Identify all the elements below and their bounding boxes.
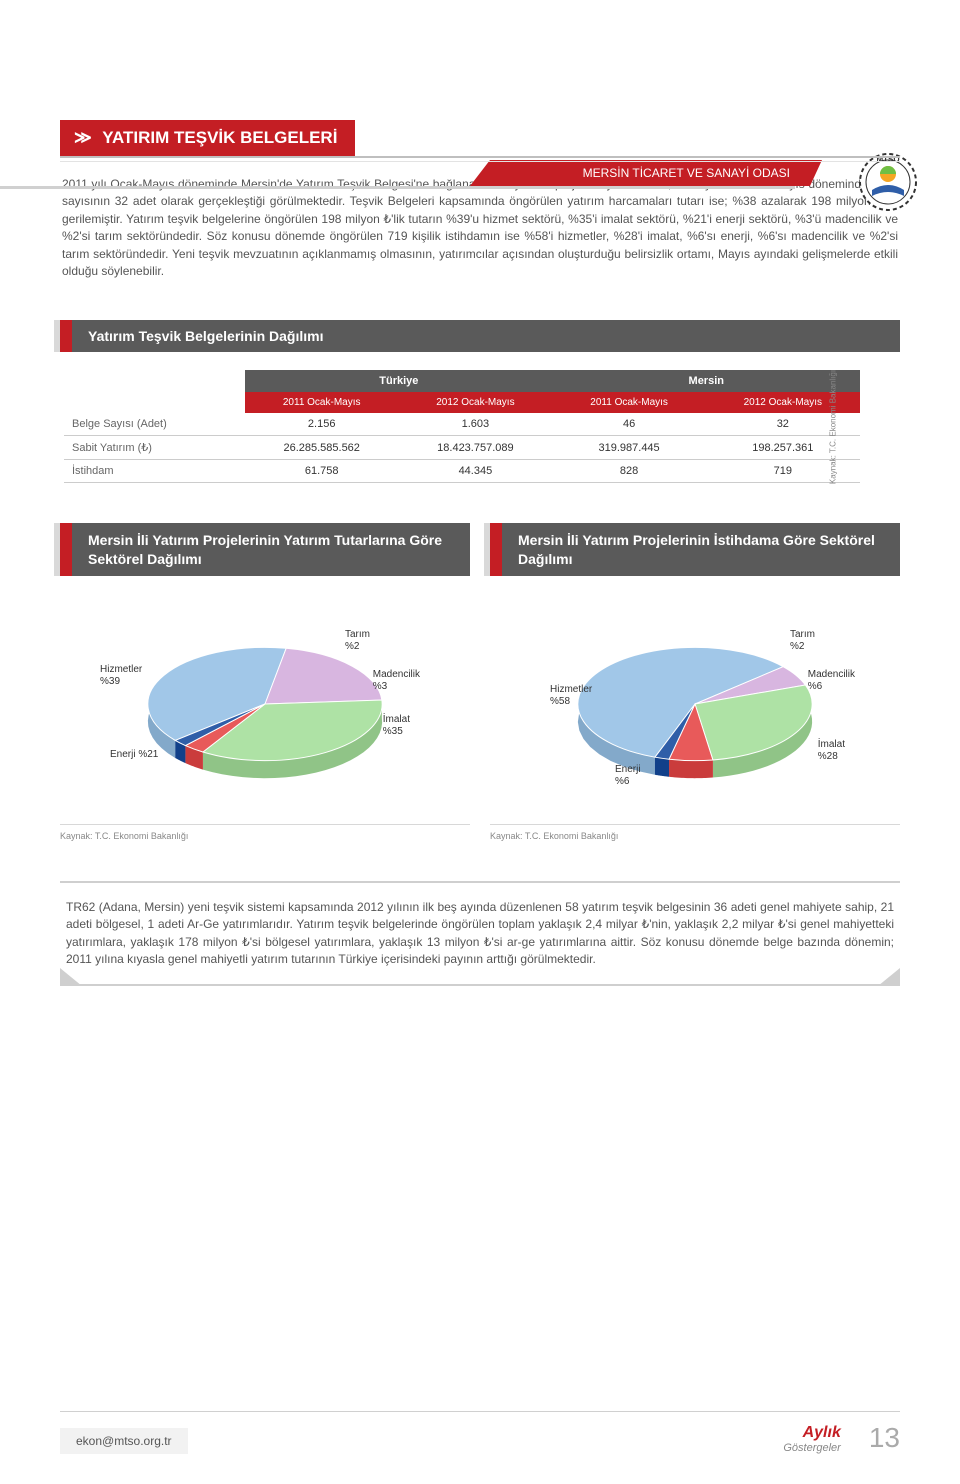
- group-header: Mersin: [553, 370, 860, 392]
- pie-label: İmalat%28: [818, 739, 845, 763]
- pie-label: Tarım%2: [790, 629, 815, 653]
- pie-label: Madencilik%3: [373, 669, 420, 693]
- pie-label: İmalat%35: [383, 714, 410, 738]
- pie-label: Hizmetler%58: [550, 684, 592, 708]
- pie-label: Hizmetler%39: [100, 664, 142, 688]
- footer-email: ekon@mtso.org.tr: [60, 1428, 188, 1454]
- header-divider: [0, 186, 795, 189]
- period-header: 2012 Ocak-Mayıs: [398, 392, 552, 413]
- table-row: Sabit Yatırım (₺) 26.285.585.562 18.423.…: [64, 436, 860, 460]
- period-header: 2011 Ocak-Mayıs: [245, 392, 398, 413]
- group-header: Türkiye: [245, 370, 552, 392]
- pie1-chart: Hizmetler%39 Enerji %21 İmalat%35 Madenc…: [60, 594, 470, 814]
- section-title-bar: ≫ YATIRIM TEŞVİK BELGELERİ: [60, 120, 900, 162]
- pie1-title-bar: Mersin İli Yatırım Projelerinin Yatırım …: [60, 523, 470, 575]
- pie1-source: Kaynak: T.C. Ekonomi Bakanlığı: [60, 824, 470, 841]
- distribution-table-wrap: Türkiye Mersin 2011 Ocak-Mayıs 2012 Ocak…: [60, 370, 900, 483]
- chevron-icon: ≫: [74, 128, 90, 147]
- footer-sub: Göstergeler: [783, 1442, 840, 1454]
- period-header: 2011 Ocak-Mayıs: [553, 392, 706, 413]
- pie2-chart: Hizmetler%58 Enerji%6 İmalat%28 Madencil…: [490, 594, 900, 814]
- table-title-bar: Yatırım Teşvik Belgelerinin Dağılımı: [60, 320, 900, 352]
- bottom-box: TR62 (Adana, Mersin) yeni teşvik sistemi…: [60, 881, 900, 987]
- page-footer: ekon@mtso.org.tr Aylık Göstergeler 13: [60, 1411, 900, 1454]
- pie2-panel: Mersin İli Yatırım Projelerinin İstihdam…: [490, 523, 900, 840]
- bottom-text: TR62 (Adana, Mersin) yeni teşvik sistemi…: [66, 899, 894, 969]
- page-header: MERSİN TİCARET VE SANAYİ ODASI: [0, 160, 920, 200]
- table-row: Belge Sayısı (Adet) 2.156 1.603 46 32: [64, 413, 860, 436]
- distribution-table: Türkiye Mersin 2011 Ocak-Mayıs 2012 Ocak…: [64, 370, 860, 483]
- pie-label: Madencilik%6: [808, 669, 855, 693]
- pie2-title-bar: Mersin İli Yatırım Projelerinin İstihdam…: [490, 523, 900, 575]
- table-source: Kaynak: T.C. Ekonomi Bakanlığı: [828, 370, 837, 484]
- page-number: 13: [869, 1422, 900, 1454]
- pie2-title: Mersin İli Yatırım Projelerinin İstihdam…: [496, 523, 900, 575]
- table-title: Yatırım Teşvik Belgelerinin Dağılımı: [66, 320, 900, 352]
- pie-label: Tarım%2: [345, 629, 370, 653]
- pie1-title: Mersin İli Yatırım Projelerinin Yatırım …: [66, 523, 470, 575]
- pie-label: Enerji %21: [110, 749, 158, 761]
- pie-row: Mersin İli Yatırım Projelerinin Yatırım …: [60, 523, 900, 840]
- pie1-panel: Mersin İli Yatırım Projelerinin Yatırım …: [60, 523, 470, 840]
- pie-label: Enerji%6: [615, 764, 641, 788]
- section-title: YATIRIM TEŞVİK BELGELERİ: [102, 128, 337, 147]
- pie2-source: Kaynak: T.C. Ekonomi Bakanlığı: [490, 824, 900, 841]
- org-name: MERSİN TİCARET VE SANAYİ ODASI: [490, 160, 810, 186]
- footer-brand: Aylık: [783, 1424, 840, 1442]
- table-row: İstihdam 61.758 44.345 828 719: [64, 460, 860, 483]
